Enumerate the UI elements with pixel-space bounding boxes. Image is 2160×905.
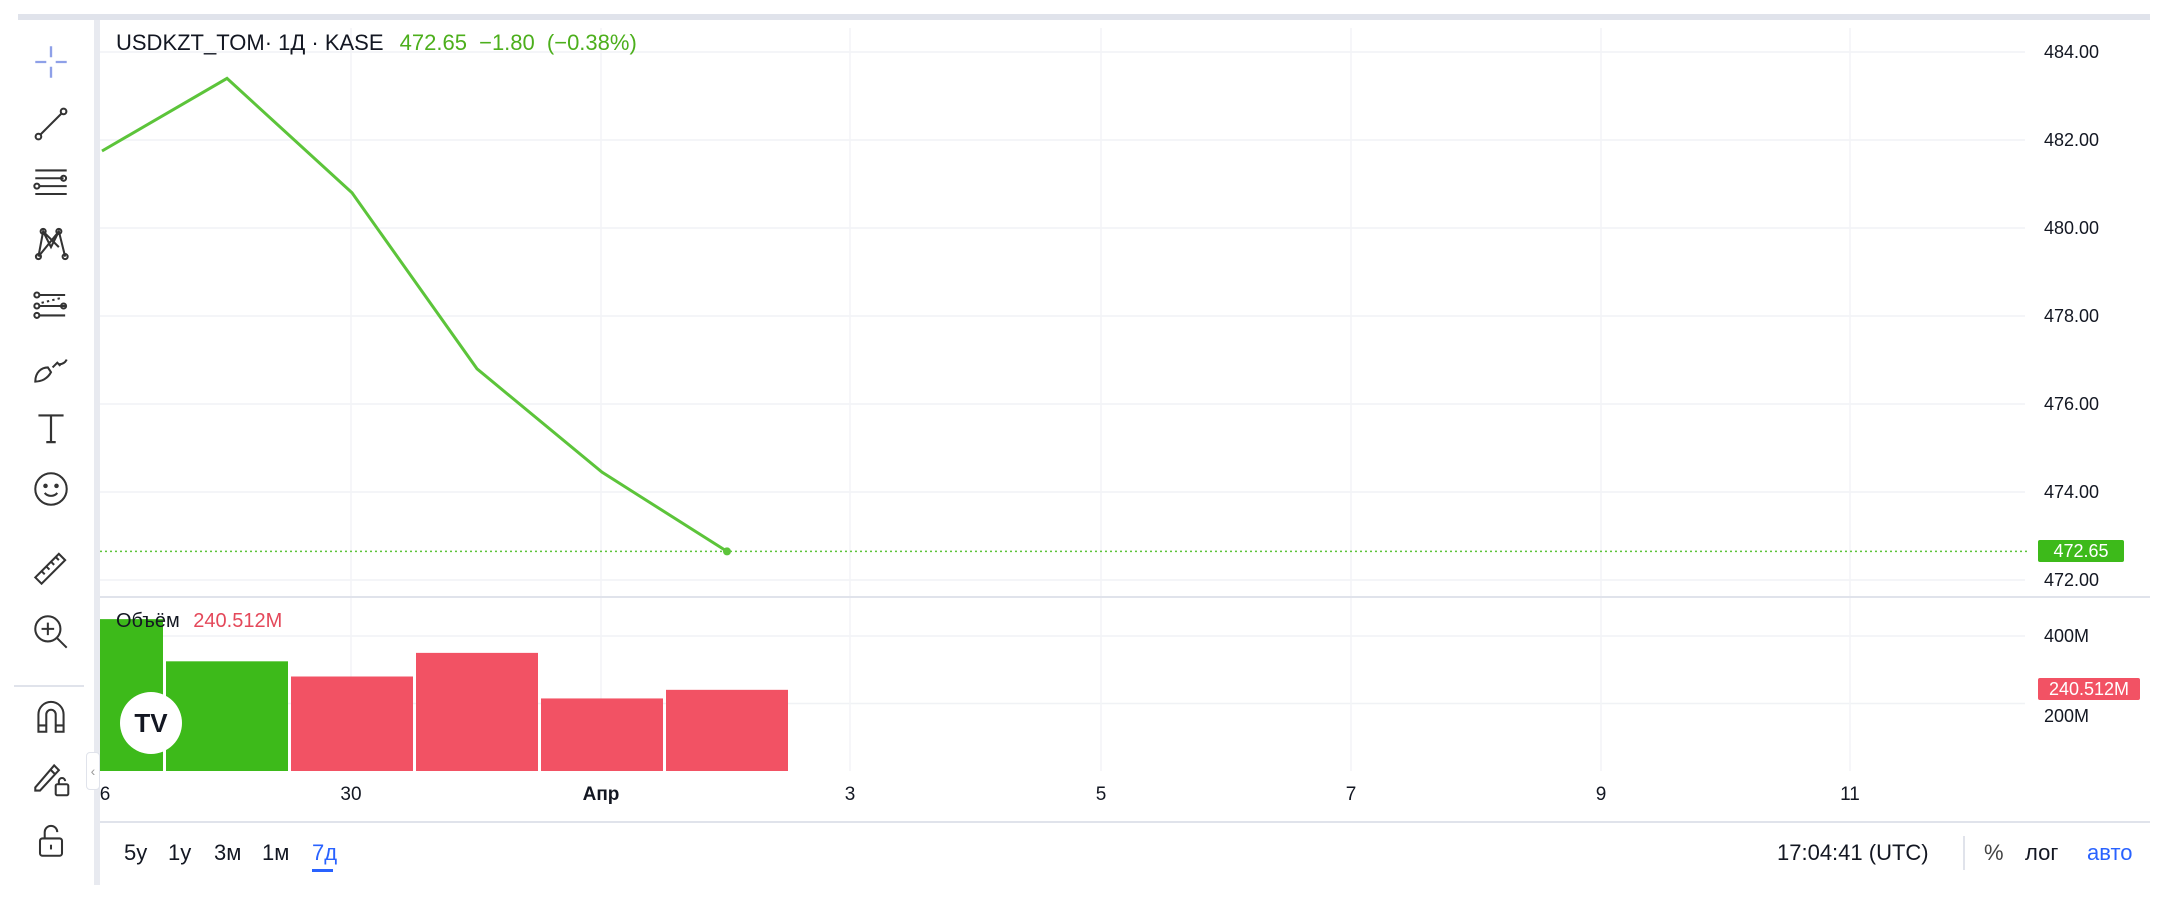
time-axis-tick: 6 [99, 784, 111, 805]
range-3[interactable]: 1м [262, 840, 290, 865]
price-change: −1.80 [479, 30, 535, 55]
magnet-icon[interactable] [27, 694, 75, 738]
volume-bar [166, 661, 288, 771]
time-axis-tick: 7 [1345, 784, 1357, 805]
price-change-pct: (−0.38%) [546, 30, 637, 55]
symbol-title[interactable]: USDKZT_TOM· 1Д · KASE [116, 30, 384, 55]
lock-drawings-icon[interactable] [27, 756, 75, 800]
tradingview-logo[interactable]: TV [120, 692, 182, 754]
price-axis-tick: 476.00 [2044, 394, 2100, 414]
volume-axis-tick: 400M [2044, 626, 2090, 646]
volume-label: Объём [116, 610, 180, 632]
toolbar-separator [14, 685, 84, 687]
collapse-toolbar-handle[interactable]: ‹ [86, 752, 100, 790]
long-position-icon[interactable] [27, 284, 75, 328]
unlock-icon[interactable] [27, 818, 75, 862]
time-axis-tick: 9 [1595, 784, 1607, 805]
brush-icon[interactable] [27, 347, 75, 391]
range-2[interactable]: 3м [214, 840, 242, 865]
volume-value: 240.512M [193, 610, 283, 632]
time-axis-tick: 11 [1840, 784, 1860, 805]
emoji-icon[interactable] [27, 467, 75, 511]
time-axis-tick: 30 [340, 784, 362, 805]
crosshair-icon[interactable] [27, 40, 75, 84]
xabcd-pattern-icon[interactable] [27, 222, 75, 266]
volume-bar [291, 676, 413, 771]
fib-retracement-icon[interactable] [27, 161, 75, 205]
time-axis-tick: 3 [844, 784, 856, 805]
range-4[interactable]: 7д [312, 840, 338, 872]
pane-separator[interactable] [100, 596, 2150, 598]
text-icon[interactable] [27, 406, 75, 450]
toolbar-divider [94, 20, 100, 885]
range-1[interactable]: 1y [168, 840, 192, 865]
price-axis-tick: 482.00 [2044, 130, 2100, 150]
footer-separator [100, 821, 2150, 823]
top-border [18, 14, 2150, 20]
price-line [101, 76, 728, 553]
last-price: 472.65 [399, 30, 467, 55]
range-0[interactable]: 5y [124, 840, 148, 865]
last-volume-tag: 240.512M [2038, 678, 2140, 700]
chart-legend: USDKZT_TOM· 1Д · KASE 472.65 −1.80 (−0.3… [116, 30, 637, 56]
volume-bar [416, 652, 538, 771]
volume-axis-tick: 200M [2044, 706, 2090, 726]
footer-divider [1963, 836, 1965, 870]
price-point [723, 547, 731, 556]
drawing-toolbar [0, 20, 94, 905]
trend-line-icon[interactable] [27, 102, 75, 146]
time-axis-tick: Апр [582, 784, 620, 805]
volume-bar [666, 689, 788, 771]
auto-toggle[interactable]: авто [2087, 840, 2133, 865]
price-axis-tick: 474.00 [2044, 482, 2100, 502]
clock[interactable]: 17:04:41 (UTC) [1777, 840, 1929, 865]
time-axis-tick: 5 [1095, 784, 1107, 805]
price-axis-tick: 480.00 [2044, 218, 2100, 238]
zoom-in-icon[interactable] [27, 610, 75, 654]
log-toggle[interactable]: лог [2025, 840, 2059, 865]
price-axis-tick: 478.00 [2044, 306, 2100, 326]
volume-bar [541, 698, 663, 771]
price-axis-tick: 472.00 [2044, 570, 2100, 590]
percent-toggle[interactable]: % [1984, 840, 2004, 865]
ruler-icon[interactable] [27, 546, 75, 590]
volume-legend: Объём 240.512M [116, 610, 282, 633]
last-price-tag: 472.65 [2038, 540, 2124, 562]
price-axis-tick: 484.00 [2044, 42, 2100, 62]
